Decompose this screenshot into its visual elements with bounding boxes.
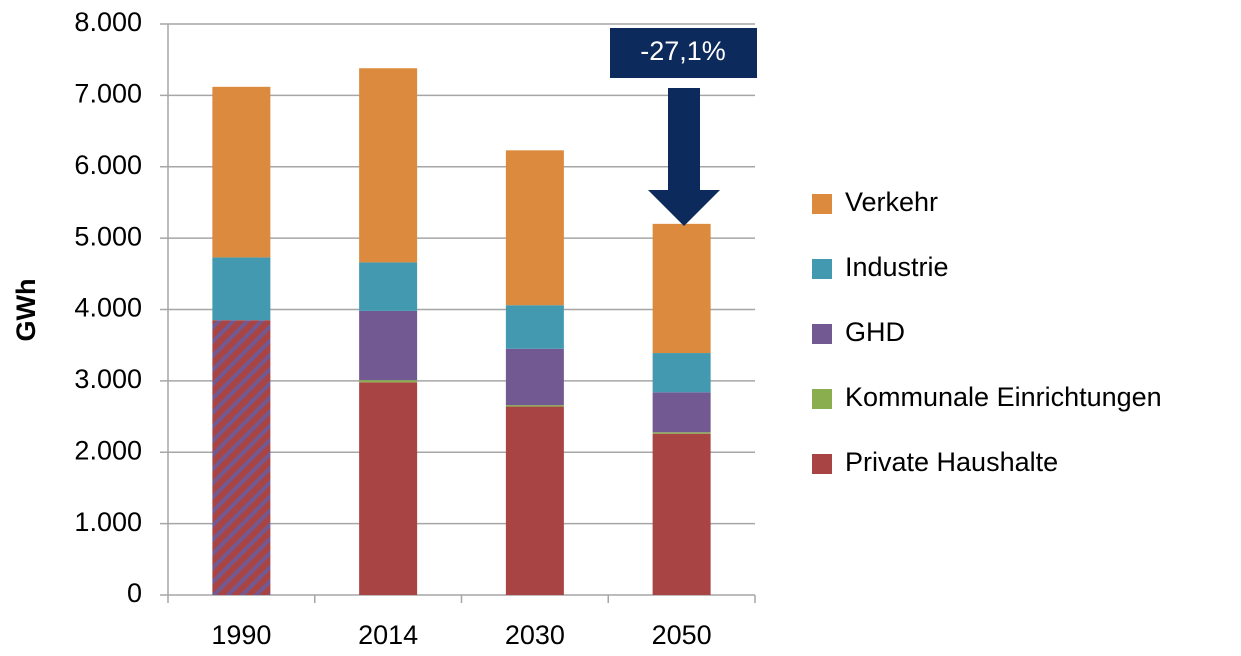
bar-segment <box>505 406 564 595</box>
y-tick-label: 6.000 <box>74 150 142 180</box>
y-tick-label: 2.000 <box>74 435 142 465</box>
legend-swatch <box>812 389 832 409</box>
y-axis-label: GWh <box>11 279 41 342</box>
annotation: -27,1% <box>640 36 726 66</box>
bar-segment <box>212 86 271 258</box>
legend-swatch <box>812 259 832 279</box>
bar-segment <box>359 310 418 381</box>
legend-swatch <box>812 454 832 474</box>
bar-segment <box>652 433 711 595</box>
x-tick-label: 2030 <box>505 620 565 650</box>
y-tick-label: 5.000 <box>74 221 142 251</box>
bar-segment <box>652 223 711 354</box>
bar-segment <box>505 348 564 406</box>
arrow-head <box>648 190 720 226</box>
bar-segment <box>505 305 564 349</box>
y-tick-label: 0 <box>127 578 142 608</box>
legend-label: Industrie <box>845 252 949 282</box>
bar-segment <box>652 432 711 434</box>
bar-segment <box>505 150 564 306</box>
x-tick-label: 1990 <box>211 620 271 650</box>
y-tick-label: 1.000 <box>74 507 142 537</box>
y-tick-label: 8.000 <box>74 7 142 37</box>
arrow-shaft <box>668 88 700 192</box>
x-tick-label: 2050 <box>652 620 712 650</box>
y-tick-label: 3.000 <box>74 364 142 394</box>
legend-label: GHD <box>845 317 905 347</box>
x-tick-label: 2014 <box>358 620 418 650</box>
legend-label: Private Haushalte <box>845 447 1058 477</box>
bar-segment <box>652 353 711 393</box>
annotation-box <box>610 28 757 78</box>
legend-label: Kommunale Einrichtungen <box>845 382 1162 412</box>
bar-segment <box>359 68 418 263</box>
bar-segment <box>212 257 271 321</box>
y-tick-label: 4.000 <box>74 293 142 323</box>
bar-segment <box>359 380 418 383</box>
legend-swatch <box>812 194 832 214</box>
plot-area: 0 1.000 2.000 3.000 4.000 5.000 6.000 7.000 8.00… <box>74 7 756 650</box>
bar-segment <box>505 405 564 407</box>
bar-segment <box>359 382 418 595</box>
bar-segment <box>652 392 711 433</box>
bar-segment <box>212 320 271 595</box>
legend-label: Verkehr <box>845 187 938 217</box>
legend-swatch <box>812 324 832 344</box>
y-tick-label: 7.000 <box>74 79 142 109</box>
bar-segment <box>359 262 418 311</box>
